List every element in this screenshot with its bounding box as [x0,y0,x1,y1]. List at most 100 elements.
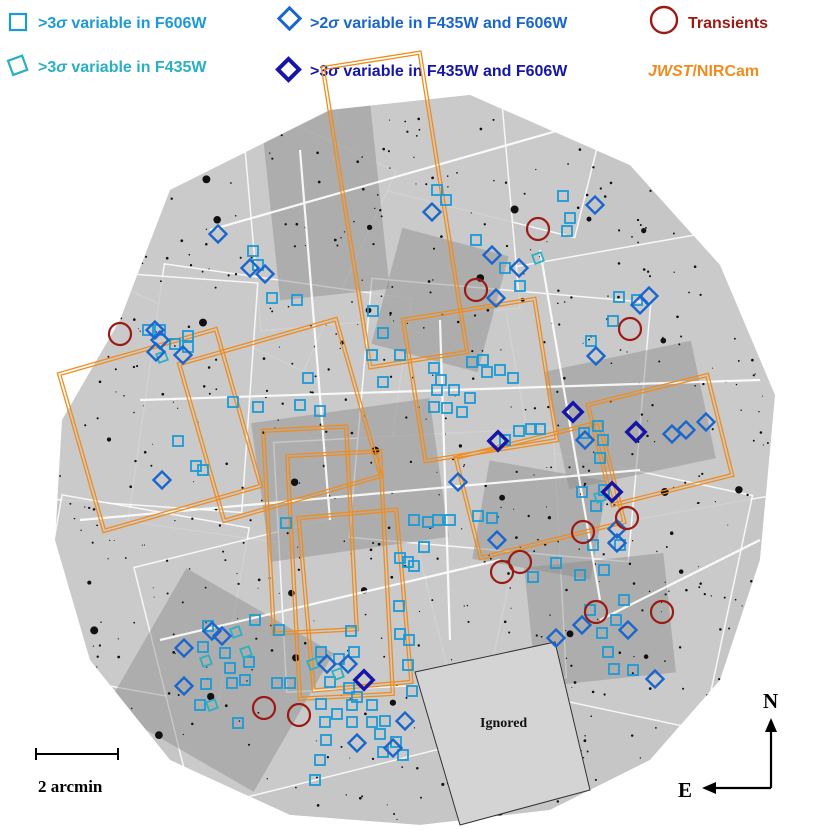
star [405,696,408,699]
star [746,493,749,497]
star [317,180,321,184]
star [137,121,139,123]
star [238,720,241,722]
star [205,228,208,231]
star [516,106,519,108]
star [603,693,606,696]
star [60,190,62,192]
star [703,592,706,596]
star [688,291,690,294]
star [117,655,121,659]
star [690,131,693,134]
f606w-variable-marker [627,664,639,676]
star [349,757,351,759]
legend-f606w: >3σ variable in F606W [8,12,207,32]
star [339,347,341,350]
star [124,557,127,559]
star [639,757,641,759]
star [340,745,343,748]
star [723,596,726,599]
f606w-variable-marker [172,435,184,447]
legend-f435w-label: variable in F435W [71,59,207,76]
star [214,286,217,289]
star [510,105,513,108]
f606w-variable-marker [613,291,625,303]
star [749,112,752,115]
star [682,687,685,690]
f606w-variable-marker [456,406,468,418]
star [699,582,702,585]
star [409,460,413,464]
both-2sigma-marker [201,620,223,642]
legend-jwst-rest: /NIRCam [692,63,759,80]
star [631,452,634,456]
star [578,148,582,151]
star [291,362,294,365]
star [540,635,543,638]
f606w-variable-marker [200,678,212,690]
star [88,506,91,510]
star [432,279,434,281]
star [565,657,568,660]
star [697,187,700,190]
star [187,325,191,328]
overlap-tile [544,340,716,490]
star [631,236,633,238]
compass: N E [678,689,778,802]
star [418,610,421,613]
legend-both3-prefix: >3 [310,63,328,80]
star [387,150,390,153]
both-2sigma-marker [545,627,567,649]
star [271,157,274,160]
star [114,820,117,823]
both-2sigma-marker [508,257,530,279]
star [585,193,589,197]
star [678,569,684,574]
star [205,243,208,246]
star [438,494,440,496]
f606w-variable-marker [320,734,332,746]
transient-marker [617,316,643,342]
star [533,474,535,476]
f606w-variable-marker [464,392,476,404]
star [486,308,490,312]
star [513,508,515,510]
f606w-variable-marker [366,716,378,728]
star [361,156,364,158]
f606w-variable-marker [444,514,456,526]
transient-marker [525,216,551,242]
f606w-variable-marker [428,362,440,374]
f606w-square-icon [8,12,28,32]
star [199,318,207,327]
star [458,444,463,448]
f606w-variable-marker [472,510,484,522]
hst-tile [348,277,652,563]
star [568,466,571,469]
both-2sigma-marker [629,294,651,316]
star [766,442,769,444]
star [69,696,72,699]
star [204,586,207,589]
star [678,343,681,346]
star [592,451,595,453]
star [649,189,652,192]
star [386,804,388,806]
star [250,256,253,259]
star [617,229,621,232]
jwst-footprint [176,316,384,524]
star [174,653,176,655]
star [759,431,763,434]
star [673,271,675,273]
star [149,131,152,135]
star [217,794,221,797]
star [326,756,330,759]
star [161,392,165,396]
f606w-variable-marker [271,677,283,689]
both-3sigma-marker [624,420,648,444]
f606w-variable-marker [366,349,378,361]
star [413,727,416,729]
star [547,405,550,409]
star [405,416,408,419]
star [509,587,511,589]
f435w-variable-marker [306,657,320,671]
